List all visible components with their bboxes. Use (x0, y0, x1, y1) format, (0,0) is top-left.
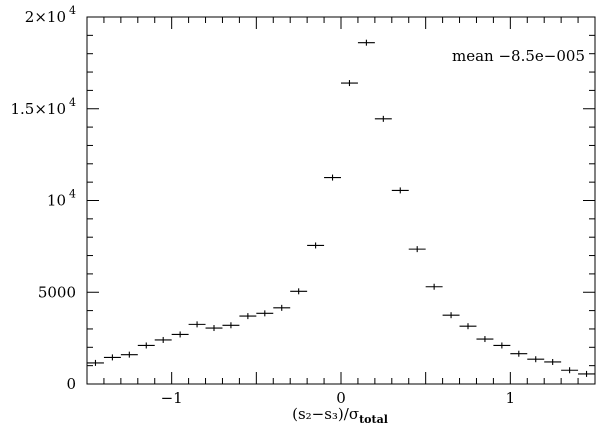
data-point (87, 359, 104, 366)
data-point (307, 242, 325, 249)
data-point (493, 342, 511, 349)
data-point (120, 351, 138, 358)
data-point (357, 39, 375, 46)
data-point (459, 323, 477, 330)
data-points (87, 39, 595, 377)
data-point (256, 310, 274, 317)
data-point (205, 325, 223, 332)
x-axis-label: (s₂−s₃)/σtotal (292, 405, 388, 426)
data-point (578, 370, 595, 377)
axis-ticks (86, 16, 596, 385)
data-point (137, 342, 155, 349)
x-axis-label-subscript: total (359, 413, 388, 426)
data-point (476, 336, 494, 343)
data-point (561, 367, 579, 374)
y-tick-label: 2×10 4 (25, 4, 76, 26)
y-tick-label-exponent: 4 (69, 4, 76, 17)
data-point (527, 356, 545, 363)
y-tick-label-base: 1.5×10 (10, 100, 66, 118)
data-point (222, 322, 240, 329)
data-point (391, 187, 409, 194)
data-point (239, 313, 257, 320)
y-tick-label-exponent: 4 (69, 188, 76, 201)
data-point (290, 288, 308, 295)
y-tick-label-base: 2×10 (25, 8, 66, 26)
y-tick-label: 1.5×10 4 (10, 96, 76, 118)
data-point (171, 331, 189, 338)
data-point (425, 283, 443, 290)
mean-annotation: mean −8.5e−005 (452, 47, 585, 65)
y-tick-label-exponent: 4 (69, 96, 76, 109)
y-tick-label: 10 4 (47, 188, 76, 210)
data-point (103, 354, 121, 361)
data-point (544, 358, 562, 365)
x-tick-label: 0 (336, 389, 346, 407)
data-point (324, 174, 341, 181)
data-point (154, 336, 172, 343)
x-tick-labels: −1 0 1 (161, 389, 516, 407)
y-tick-label-base: 10 (47, 192, 66, 210)
data-point (273, 304, 291, 311)
plot-frame (86, 16, 596, 385)
data-point (408, 246, 426, 253)
data-point (341, 80, 358, 87)
y-tick-label: 0 (66, 375, 76, 393)
x-tick-label: 1 (506, 389, 516, 407)
y-tick-label: 5000 (38, 283, 76, 301)
x-axis-label-main: (s₂−s₃)/σ (292, 405, 359, 423)
data-point (374, 115, 392, 122)
data-point (442, 312, 460, 319)
x-tick-label: −1 (161, 389, 183, 407)
data-point (188, 321, 206, 328)
data-point (510, 350, 528, 357)
